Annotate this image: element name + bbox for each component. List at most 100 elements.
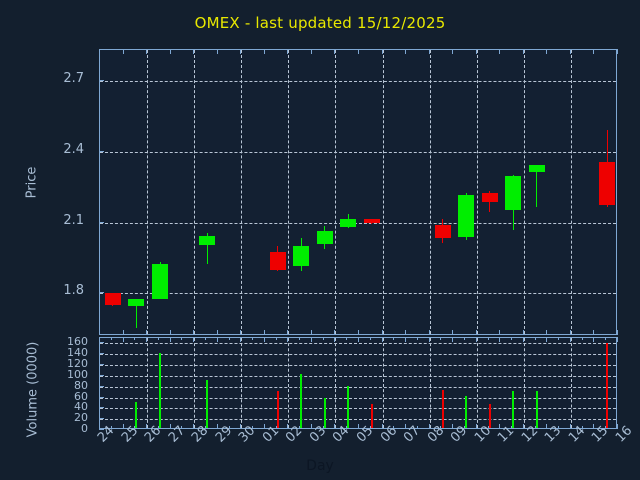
volume-x-tick [581, 426, 583, 429]
volume-x-tick [157, 337, 159, 340]
volume-x-tick [428, 337, 430, 342]
volume-x-tick [310, 337, 312, 342]
price-x-tick [122, 49, 124, 54]
volume-x-tick [463, 337, 465, 340]
volume-bar [347, 385, 350, 428]
volume-x-tick [569, 337, 571, 342]
volume-axis-tick [99, 429, 104, 430]
volume-x-tick [593, 337, 595, 342]
volume-x-tick [181, 337, 183, 340]
volume-x-tick [358, 424, 359, 429]
volume-x-tick [569, 424, 571, 429]
price-axis-tick-label: 2.4 [63, 141, 84, 157]
volume-x-tick [193, 337, 195, 342]
candlestick-body [481, 193, 498, 203]
volume-axis-tick-label: 120 [67, 357, 88, 371]
price-vertical-gridline [570, 50, 572, 334]
volume-x-tick [487, 426, 489, 429]
volume-x-tick [581, 337, 583, 340]
volume-x-tick [381, 337, 383, 342]
volume-x-tick [546, 424, 548, 429]
volume-x-tick [134, 337, 136, 340]
volume-gridline [100, 419, 616, 421]
price-x-tick [216, 49, 218, 54]
volume-x-tick [593, 424, 595, 429]
volume-x-tick [605, 426, 607, 429]
volume-x-tick [522, 337, 524, 342]
price-x-tick [428, 49, 430, 54]
candlestick-body [505, 176, 522, 210]
price-x-tick [287, 49, 289, 54]
candle-wick [206, 233, 208, 264]
price-x-tick [122, 330, 124, 335]
volume-x-tick [310, 424, 312, 429]
volume-x-tick [369, 426, 371, 429]
volume-x-tick [287, 424, 289, 429]
volume-x-tick [475, 424, 477, 429]
volume-x-tick [440, 337, 442, 340]
price-x-tick [499, 49, 501, 54]
volume-x-tick [405, 337, 407, 342]
price-x-tick [475, 49, 477, 54]
price-x-tick [263, 330, 265, 335]
volume-bar [300, 374, 303, 428]
volume-x-tick [228, 337, 230, 340]
price-x-tick [216, 330, 218, 335]
price-x-tick [569, 330, 571, 335]
price-vertical-gridline [429, 50, 431, 334]
price-axis-tick [99, 79, 104, 81]
price-x-tick [99, 330, 100, 335]
candlestick-body [340, 219, 357, 228]
volume-vertical-gridline [570, 338, 572, 428]
price-x-tick [169, 330, 171, 335]
volume-x-tick [511, 337, 513, 340]
price-x-tick [546, 330, 548, 335]
volume-axis-tick-label: 160 [67, 335, 88, 349]
volume-axis-tick-label: 80 [74, 378, 88, 392]
price-x-tick [240, 49, 242, 54]
volume-x-tick [134, 426, 136, 429]
price-vertical-gridline [194, 50, 196, 334]
volume-bar [465, 396, 468, 428]
volume-x-tick [99, 424, 100, 429]
volume-x-tick [405, 424, 407, 429]
price-x-tick [310, 330, 312, 335]
candlestick-body [528, 164, 545, 172]
volume-gridline [100, 408, 616, 410]
volume-vertical-gridline [523, 338, 525, 428]
candlestick-body [104, 293, 121, 306]
volume-x-tick [416, 337, 418, 340]
price-x-tick [475, 330, 477, 335]
volume-x-tick [346, 337, 348, 340]
volume-x-tick [546, 337, 548, 342]
volume-x-tick [475, 337, 477, 342]
volume-x-tick [193, 424, 195, 429]
price-x-tick [569, 49, 571, 54]
volume-gridline [100, 354, 616, 356]
candlestick-body [293, 246, 310, 267]
price-x-tick [593, 330, 595, 335]
candlestick-body [434, 224, 451, 238]
candlestick-body [152, 263, 169, 300]
volume-x-tick [157, 426, 159, 429]
volume-x-tick [393, 426, 395, 429]
volume-x-tick [416, 426, 418, 429]
volume-x-tick [181, 426, 183, 429]
volume-x-tick [110, 426, 112, 429]
volume-bar [441, 389, 444, 428]
price-x-tick [617, 49, 618, 54]
volume-bar [135, 401, 138, 428]
volume-bar [512, 391, 515, 428]
volume-x-tick [122, 337, 124, 342]
price-x-tick [428, 330, 430, 335]
volume-x-tick [146, 337, 148, 342]
volume-gridline [100, 343, 616, 345]
volume-x-tick [146, 424, 148, 429]
volume-x-tick [275, 337, 277, 340]
price-vertical-gridline [476, 50, 478, 334]
volume-x-tick [452, 424, 454, 429]
volume-gridline [100, 386, 616, 388]
price-x-tick [263, 49, 265, 54]
price-x-tick [593, 49, 595, 54]
